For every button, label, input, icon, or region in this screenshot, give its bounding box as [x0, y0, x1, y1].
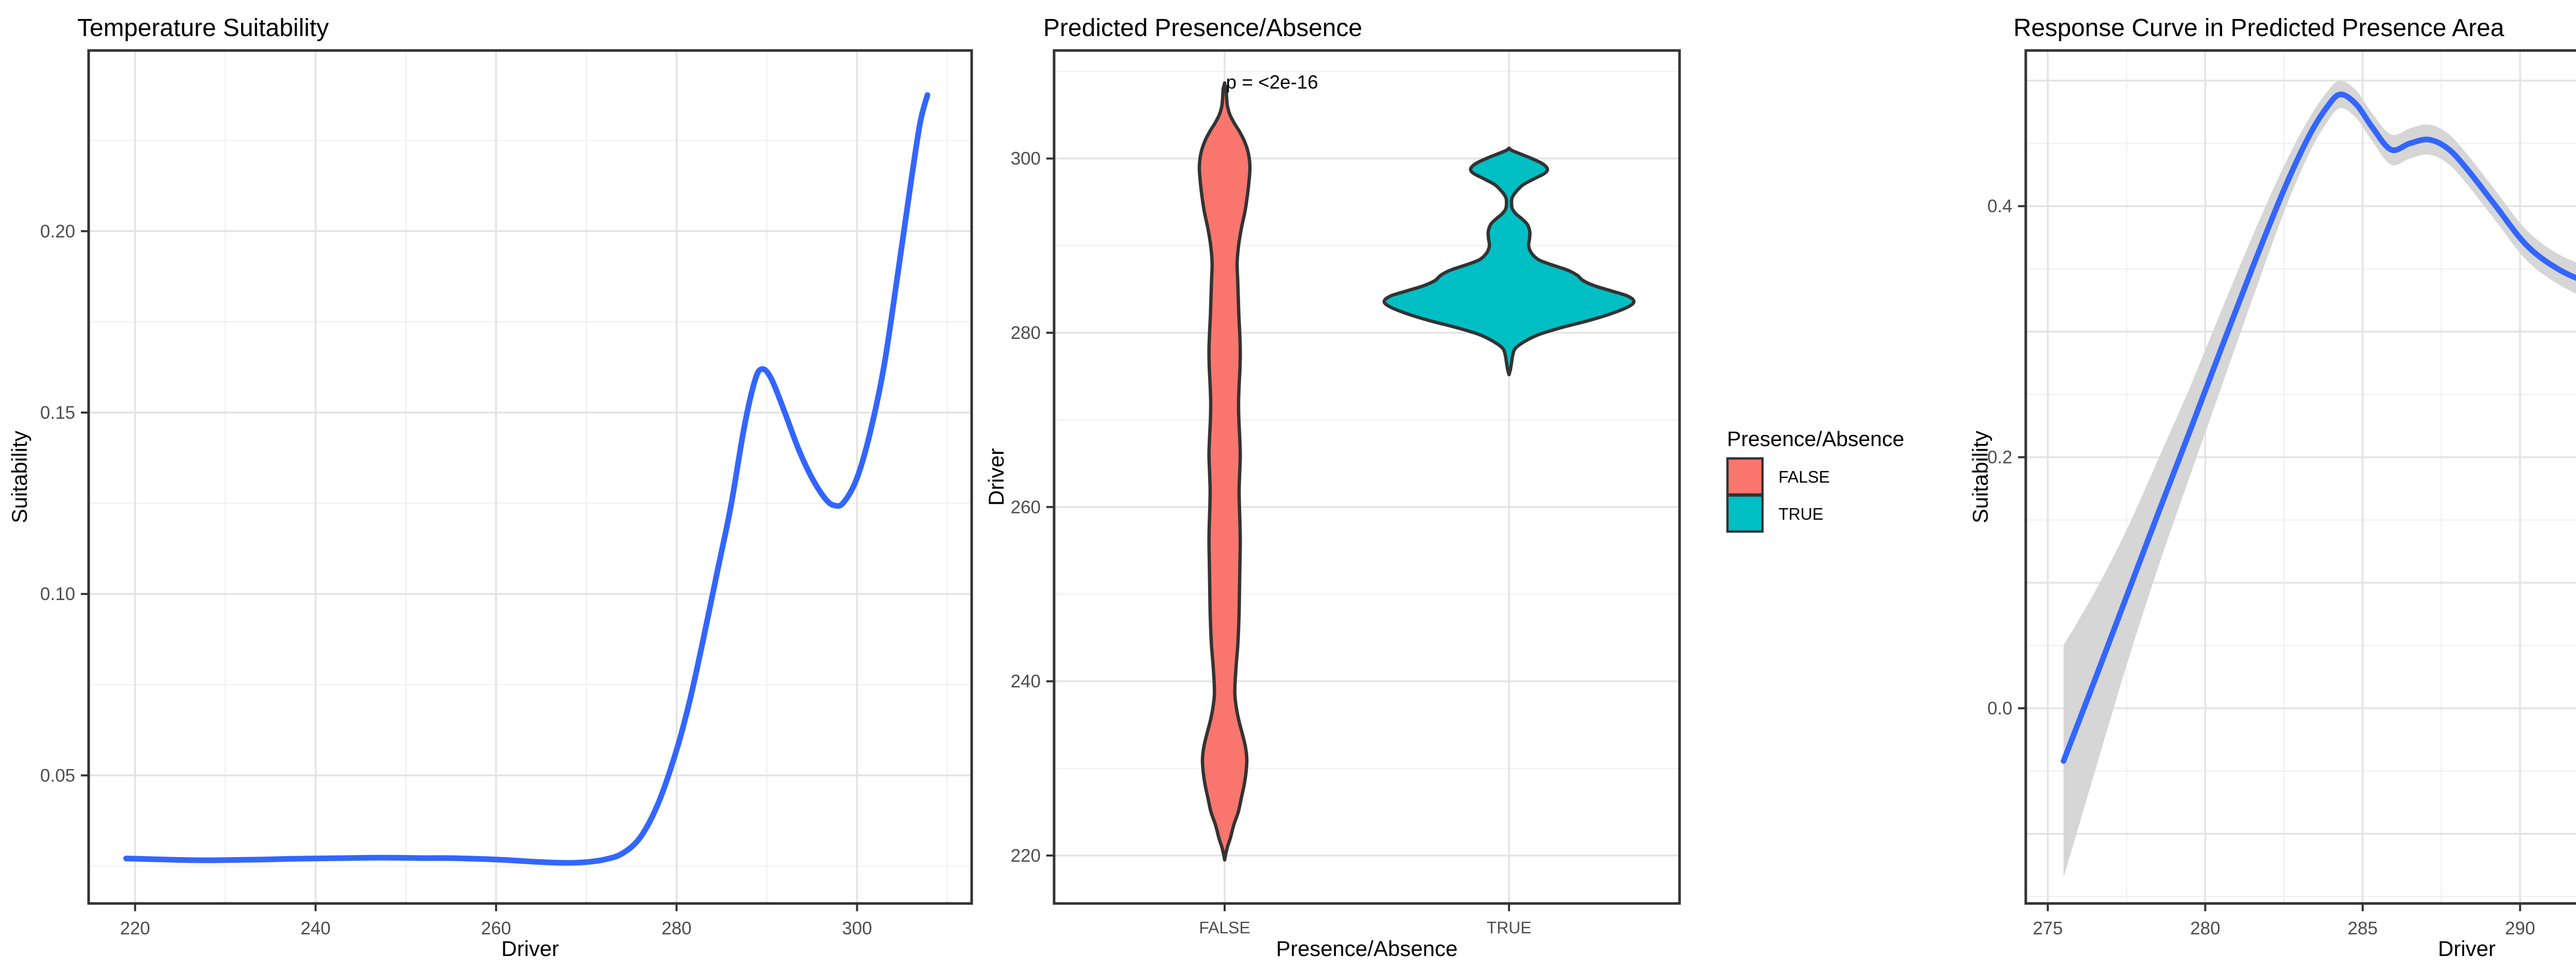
legend-items: FALSE TRUE: [1726, 457, 1830, 533]
ribbon-area: [2063, 80, 2576, 878]
x-tick-label: 300: [842, 918, 872, 938]
panel-border: [2024, 49, 2576, 905]
presence-absence-violins: [1197, 81, 1636, 862]
x-tick-label: 285: [2348, 918, 2378, 938]
right-panel-title: Response Curve in Predicted Presence Are…: [2013, 14, 2504, 42]
legend-swatch-true: [1726, 494, 1764, 533]
y-tick-label: 0.15: [40, 403, 75, 423]
middle-panel-yaxis-title: Driver: [984, 448, 1008, 506]
x-tick-label: 280: [662, 918, 691, 938]
response-line: [2060, 91, 2576, 764]
legend: Presence/Absence FALSE TRUE: [1726, 427, 1904, 533]
x-tick-label: 220: [120, 918, 150, 938]
y-tick-label: 220: [1011, 846, 1041, 866]
x-tick-label: 275: [2033, 918, 2063, 938]
suitability-line: [123, 92, 930, 866]
legend-label-false: FALSE: [1778, 468, 1830, 486]
left-panel-gridlines: [89, 50, 972, 903]
x-tick-label: TRUE: [1486, 918, 1531, 937]
x-tick-label: FALSE: [1199, 918, 1250, 937]
right-panel-xaxis-title: Driver: [2438, 936, 2496, 961]
temperature-suitability-curve: [123, 92, 930, 866]
axis-ticks: 0.05 0.10 0.15 0.20 220 240 260 280 300 220 240 260…: [40, 149, 2535, 938]
panel-border: [1053, 49, 1681, 905]
y-tick-label: 260: [1011, 497, 1041, 517]
panel-border: [87, 49, 973, 905]
x-tick-label: 290: [2505, 918, 2535, 938]
violin-false: [1197, 81, 1252, 862]
left-panel-yaxis-title: Suitability: [7, 431, 31, 523]
y-tick-label: 0.20: [40, 221, 75, 242]
legend-label-true: TRUE: [1778, 505, 1823, 523]
y-tick-label: 280: [1011, 323, 1041, 343]
legend-title: Presence/Absence: [1727, 427, 1904, 451]
y-tick-label: 0.2: [1987, 448, 2012, 468]
p-value-annotation: p = <2e-16: [1226, 72, 1318, 93]
x-tick-label: 240: [300, 918, 330, 938]
middle-panel-gridlines: [1054, 50, 1680, 903]
middle-panel-xaxis-title: Presence/Absence: [1276, 936, 1458, 961]
y-tick-label: 0.4: [1987, 196, 2012, 216]
right-panel-yaxis-title: Suitability: [1968, 431, 1992, 523]
right-panel-gridlines: [2026, 50, 2576, 903]
response-curve: [2060, 91, 2576, 764]
y-tick-label: 0.05: [40, 765, 75, 786]
x-tick-label: 280: [2190, 918, 2220, 938]
y-tick-label: 0.0: [1987, 698, 2012, 719]
left-panel-title: Temperature Suitability: [77, 14, 329, 42]
panel-borders: [87, 49, 2576, 905]
confidence-ribbon: [2063, 80, 2576, 878]
violin-true: [1382, 146, 1636, 377]
y-tick-label: 240: [1011, 672, 1041, 692]
y-tick-label: 300: [1011, 149, 1041, 169]
y-tick-label: 0.10: [40, 584, 75, 604]
middle-panel-title: Predicted Presence/Absence: [1043, 14, 1362, 42]
left-panel-xaxis-title: Driver: [501, 936, 559, 961]
legend-swatch-false: [1726, 457, 1764, 496]
x-tick-label: 260: [481, 918, 511, 938]
